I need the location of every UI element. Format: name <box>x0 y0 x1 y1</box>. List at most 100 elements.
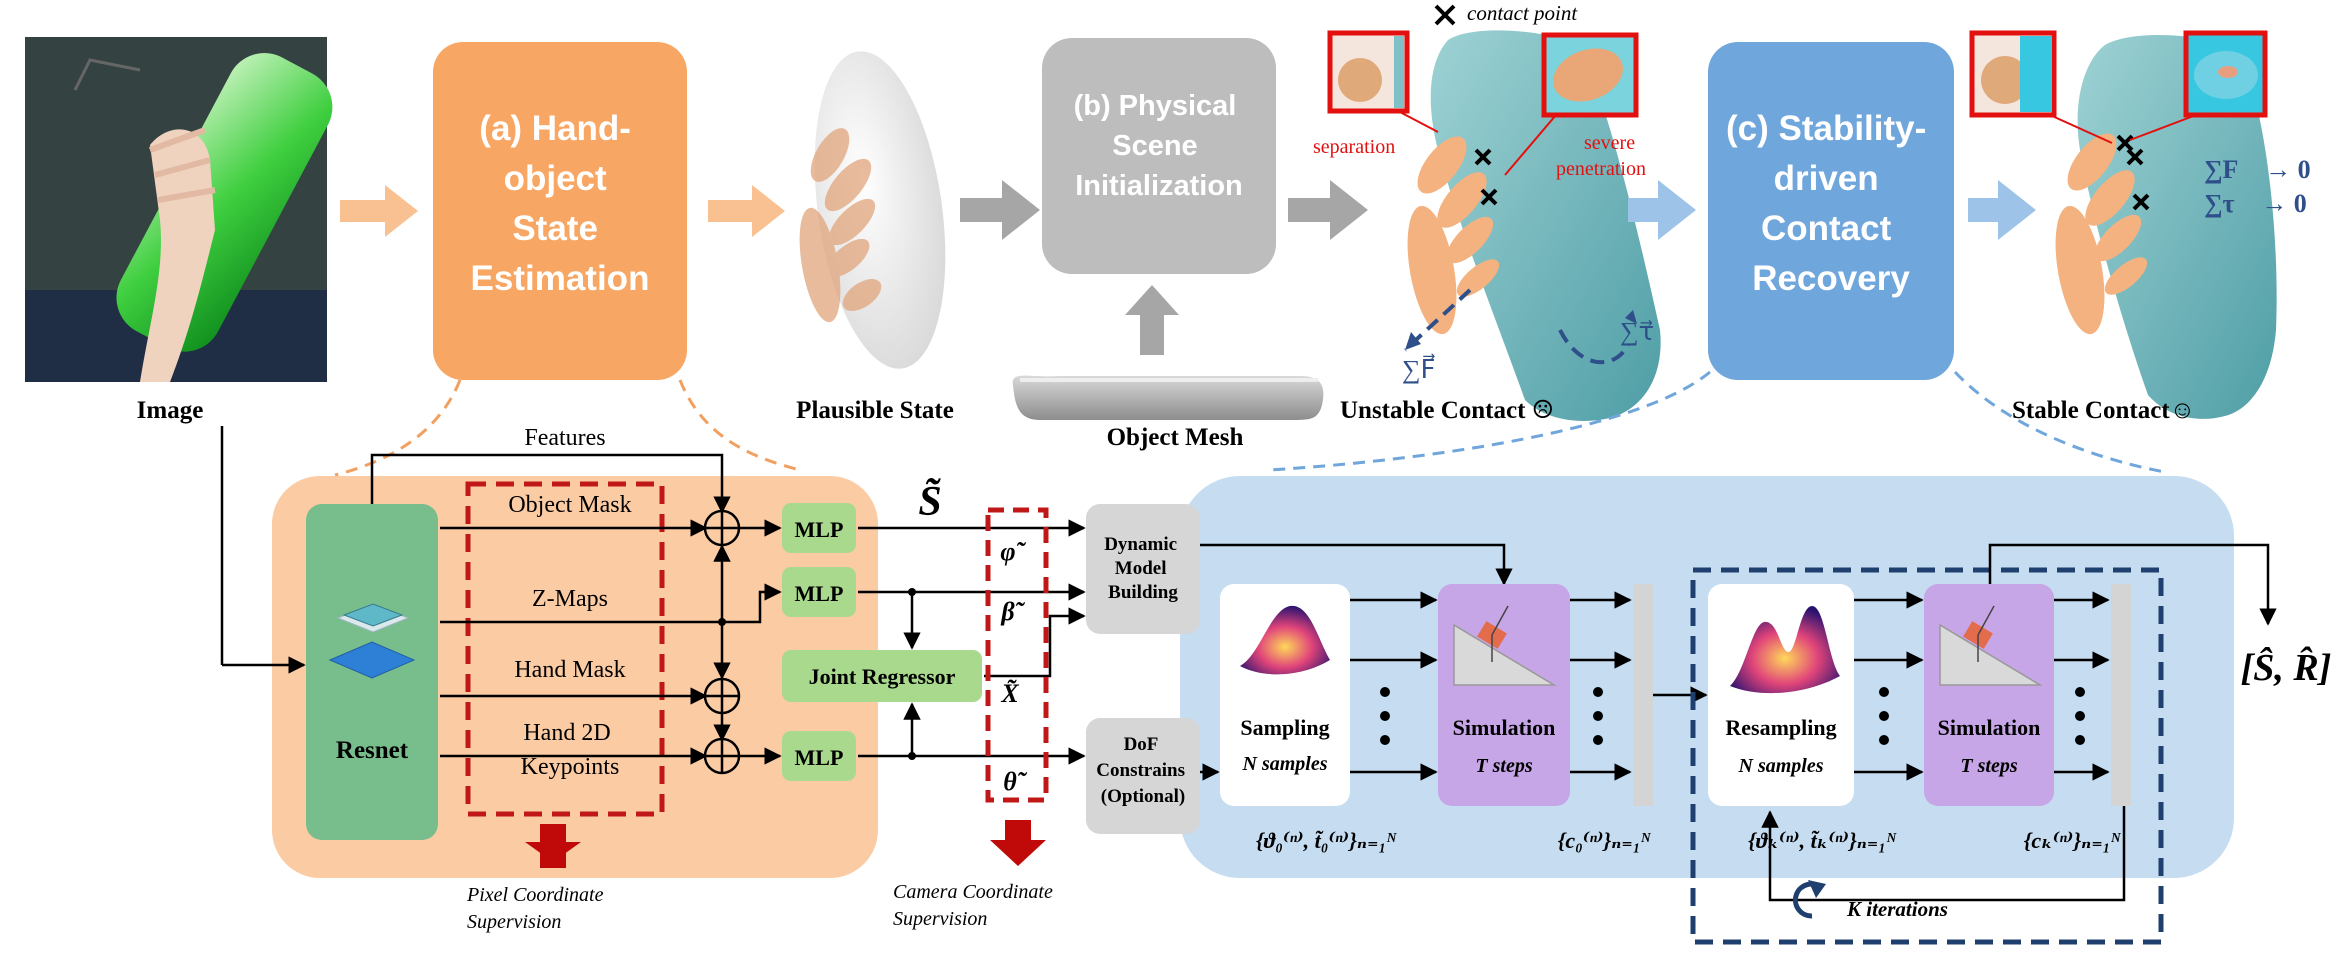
force-sum-label: ∑F⃗ <box>1402 353 1436 384</box>
pixel-supervision-box <box>465 481 665 817</box>
hand-mask-label: Hand Mask <box>514 657 625 683</box>
dof-constraints-label: DoF Constrains (Optional) <box>1096 734 1189 807</box>
dof-constraints-box <box>1086 718 1200 834</box>
stable-force-label: ∑F⃗ → 0 <box>2204 155 2311 184</box>
pixel-supervision-arrow-icon <box>525 824 581 862</box>
unstable-contact-render <box>1407 30 1661 421</box>
arrow-stage-a-to-plausible <box>708 185 785 237</box>
z-maps-label: Z-Maps <box>532 586 608 612</box>
arrow-stage-b-to-unstable <box>1288 180 1368 240</box>
stable-left-leader-line <box>2049 114 2113 144</box>
stage-c-title: (c) Stability- driven Contact Recovery <box>1726 109 1936 298</box>
separation-inset-object <box>1394 36 1404 108</box>
torque-arrowhead-icon <box>1625 310 1637 324</box>
stable-inset-left-object <box>2020 36 2052 112</box>
penetration-label: severe penetration <box>1556 132 1646 180</box>
arrow-mesh-to-stage-b <box>1125 285 1179 355</box>
sampling-distribution-icon <box>1240 605 1330 675</box>
penetration-leader-line <box>1504 114 1557 176</box>
resampling-label: Resampling <box>1725 715 1836 740</box>
simulation-label-1: Simulation <box>1453 715 1556 740</box>
joint-regressor-box <box>782 650 982 702</box>
features-line <box>370 453 731 514</box>
dynamic-to-simulation-arrow <box>1200 543 1513 586</box>
camera-supervision-arrow-icon <box>990 820 1046 866</box>
sampling-ellipsis-icon <box>1380 687 1390 745</box>
sampling-label: Sampling <box>1240 715 1329 740</box>
k-set-label: {ϑₖ⁽ⁿ⁾, t̃ₖ⁽ⁿ⁾}ₙ₌₁ᴺ <box>1748 828 1897 853</box>
output-arrow <box>1988 543 2277 626</box>
resampling-ellipsis-icon <box>1879 687 1889 745</box>
stable-inset-left-finger <box>1981 56 2029 104</box>
separation-label: separation <box>1313 136 1395 158</box>
contact-point-marker-icon <box>1434 4 1456 26</box>
iteration-box <box>1690 567 2164 945</box>
mlp-box-1 <box>782 503 856 553</box>
stage-b-title: (b) Physical Scene Initialization <box>1074 90 1245 202</box>
mlp-label-3: MLP <box>795 745 844 770</box>
contact-point-label: contact point <box>1467 1 1578 25</box>
simulation-label-2: Simulation <box>1938 715 2041 740</box>
phi-label: φ̃ <box>1000 537 1026 566</box>
features-label: Features <box>524 425 605 451</box>
concat-to-mlp2-arrow <box>722 583 782 624</box>
stage-a-box <box>433 42 687 380</box>
mlp-label-1: MLP <box>795 517 844 542</box>
simulation-t-steps-label-1: T steps <box>1475 755 1532 777</box>
c0-set-label: {c₀⁽ⁿ⁾}ₙ₌₁ᴺ <box>1558 828 1652 853</box>
loop-arrowhead-icon <box>1808 880 1826 898</box>
plausible-state-caption: Plausible State <box>796 397 954 424</box>
stage-c-zoom-right-curve <box>1953 370 2166 474</box>
incline-plane-icon-2 <box>1939 605 2043 686</box>
joint-regressor-label: Joint Regressor <box>809 664 956 689</box>
pixel-supervision-arrow-base <box>540 850 566 868</box>
stable-contact-caption: Stable Contact☺ <box>2012 397 2195 424</box>
camera-supervision-label: Camera Coordinate Supervision <box>893 881 1058 930</box>
sim1-ellipsis-icon <box>1593 687 1603 745</box>
stable-torque-label: ∑τ⃗ → 0 <box>2204 189 2307 218</box>
x-tilde-label: X̃ <box>1000 679 1019 708</box>
stable-right-leader-line <box>2129 114 2197 141</box>
s-tilde-label: S̃ <box>918 477 941 525</box>
penetration-inset-finger <box>1553 48 1623 102</box>
aggregate-bar-2 <box>2111 584 2131 806</box>
object-mask-label: Object Mask <box>508 492 631 518</box>
pixel-supervision-label: Pixel Coordinate Supervision <box>466 884 608 933</box>
plausible-state-render <box>799 51 946 369</box>
joint-to-dynamic-arrow <box>984 607 1086 678</box>
output-label: [Ŝ, R̂] <box>2241 646 2332 689</box>
object-mesh-caption: Object Mesh <box>1107 424 1244 451</box>
separation-inset-finger <box>1338 58 1382 102</box>
input-image <box>25 37 333 382</box>
init-set-label: {ϑ₀⁽ⁿ⁾, t̃₀⁽ⁿ⁾}ₙ₌₁ᴺ <box>1256 828 1397 853</box>
ck-set-label: {cₖ⁽ⁿ⁾}ₙ₌₁ᴺ <box>2024 828 2122 853</box>
stage-a-title: (a) Hand- object State Estimation <box>471 109 650 298</box>
arrow-image-to-stage-a <box>340 185 418 237</box>
stage-c-zoom-left-curve <box>1269 370 1711 472</box>
k-iterations-label: K iterations <box>1846 897 1948 921</box>
stage-a-zoom-right-curve <box>678 379 801 472</box>
mlp-box-2 <box>782 567 856 617</box>
resnet-label: Resnet <box>336 737 409 764</box>
separation-leader-line <box>1397 110 1439 133</box>
force-arrowhead-icon <box>1405 332 1421 350</box>
stable-contact-render <box>2055 34 2277 419</box>
arrow-unstable-to-stage-c <box>1628 180 1696 240</box>
hand-keypoints-label: Hand 2D Keypoints <box>521 720 620 780</box>
camera-supervision-box <box>985 507 1049 803</box>
stage-a-zoom-left-curve <box>334 379 462 477</box>
stage-b-box <box>1042 38 1276 274</box>
concat-icons <box>703 509 741 775</box>
sampling-n-samples-label: N samples <box>1242 753 1328 775</box>
resampling-distribution-icon <box>1730 606 1840 694</box>
mlp-label-2: MLP <box>795 581 844 606</box>
aggregate-bar-1 <box>1633 584 1653 806</box>
dynamic-model-box <box>1086 504 1200 634</box>
iteration-loop-arrow <box>1761 806 2126 902</box>
object-mesh-render <box>1012 375 1324 420</box>
unstable-contact-caption: Unstable Contact ☹ <box>1340 397 1554 424</box>
sim2-ellipsis-icon <box>2075 687 2085 745</box>
beta-label: β̃ <box>1000 597 1025 626</box>
arrow-plausible-to-stage-b <box>960 180 1040 240</box>
